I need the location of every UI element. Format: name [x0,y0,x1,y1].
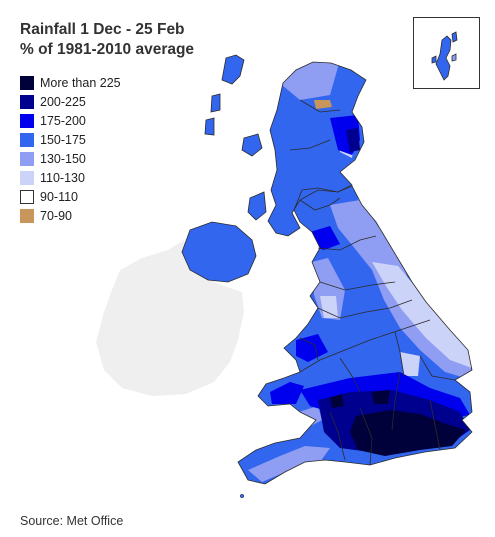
legend-swatch [20,151,34,166]
legend-label: 200-225 [40,94,86,109]
region-borders [181,54,473,485]
shetland-inset-map [431,31,458,81]
legend-item-130-150: 130-150 [20,149,121,168]
rainfall-shading [182,55,472,484]
legend-label: More than 225 [40,75,121,90]
legend-swatch [20,113,34,128]
legend-swatch [20,75,34,90]
title-line-1: Rainfall 1 Dec - 25 Feb [20,21,185,38]
legend-label: 150-175 [40,132,86,147]
legend-label: 175-200 [40,113,86,128]
legend-item-70-90: 70-90 [20,206,121,225]
legend-item-175-200: 175-200 [20,111,121,130]
legend-label: 110-130 [40,170,85,185]
legend-swatch [20,170,34,185]
shetland-inset [413,17,480,89]
legend-item-150-175: 150-175 [20,130,121,149]
legend-item-more-than-225: More than 225 [20,73,121,92]
source-caption: Source: Met Office [20,514,124,528]
legend-swatch [20,189,34,204]
legend-swatch [20,132,34,147]
legend-item-110-130: 110-130 [20,168,121,187]
legend-label: 90-110 [40,189,78,204]
title-line-2: % of 1981-2010 average [20,41,195,58]
legend: More than 225 200-225 175-200 150-175 13… [20,73,121,225]
legend-swatch [20,94,34,109]
legend-item-200-225: 200-225 [20,92,121,111]
legend-item-90-110: 90-110 [20,187,121,206]
isles-of-scilly [239,493,245,499]
legend-label: 70-90 [40,208,72,223]
legend-swatch [20,208,34,223]
map-title: Rainfall 1 Dec - 25 Feb % of 1981-2010 a… [20,20,194,60]
legend-label: 130-150 [40,151,86,166]
